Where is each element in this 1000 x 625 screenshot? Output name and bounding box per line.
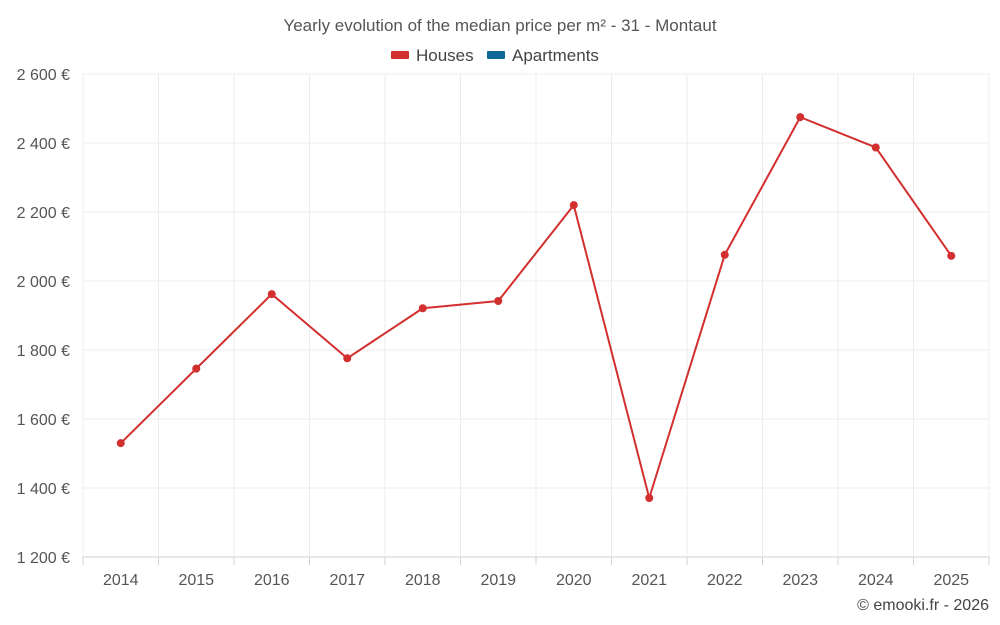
- data-point[interactable]: [192, 364, 201, 373]
- legend-item-apartments[interactable]: Apartments: [487, 46, 599, 65]
- data-point[interactable]: [267, 290, 276, 299]
- legend-label-apartments: Apartments: [512, 46, 599, 65]
- data-point[interactable]: [947, 251, 956, 260]
- data-point[interactable]: [720, 250, 729, 259]
- x-tick-label: 2018: [405, 572, 441, 589]
- credit-text: © emooki.fr - 2026: [857, 597, 989, 614]
- y-tick-label: 2 400 €: [17, 136, 70, 153]
- y-tick-label: 2 600 €: [17, 67, 70, 84]
- x-tick-label: 2016: [254, 572, 290, 589]
- data-point[interactable]: [796, 113, 805, 122]
- x-tick-label: 2025: [933, 572, 969, 589]
- x-tick-label: 2024: [858, 572, 894, 589]
- data-point[interactable]: [645, 494, 654, 503]
- y-tick-label: 1 200 €: [17, 550, 70, 567]
- x-tick-label: 2015: [178, 572, 214, 589]
- y-tick-label: 1 800 €: [17, 343, 70, 360]
- data-point[interactable]: [494, 297, 503, 306]
- x-tick-label: 2021: [631, 572, 667, 589]
- x-tick-label: 2022: [707, 572, 743, 589]
- legend: Houses Apartments: [391, 46, 599, 65]
- x-tick-label: 2014: [103, 572, 139, 589]
- legend-label-houses: Houses: [416, 46, 474, 65]
- chart-title: Yearly evolution of the median price per…: [283, 16, 716, 35]
- x-tick-label: 2020: [556, 572, 592, 589]
- x-axis: 2014 2015 2016 2017 2018 2019 2020 2021 2022 2023…: [103, 572, 969, 589]
- legend-swatch-apartments: [487, 51, 505, 59]
- legend-item-houses[interactable]: Houses: [391, 46, 474, 65]
- y-tick-label: 1 600 €: [17, 412, 70, 429]
- y-tick-label: 1 400 €: [17, 481, 70, 498]
- data-point[interactable]: [871, 143, 880, 152]
- legend-swatch-houses: [391, 51, 409, 59]
- x-tick-label: 2023: [782, 572, 818, 589]
- x-tick-label: 2019: [480, 572, 516, 589]
- data-point[interactable]: [116, 439, 125, 448]
- data-point[interactable]: [569, 201, 578, 210]
- series-layer: [116, 113, 956, 503]
- y-tick-label: 2 200 €: [17, 205, 70, 222]
- series-line-houses: [120, 116, 953, 499]
- y-tick-label: 2 000 €: [17, 274, 70, 291]
- data-point[interactable]: [418, 304, 427, 313]
- x-tick-label: 2017: [329, 572, 365, 589]
- data-point[interactable]: [343, 354, 352, 363]
- y-axis: 1 200 € 1 400 € 1 600 € 1 800 € 2 000 € 2 200…: [17, 67, 70, 567]
- grid: [82, 73, 990, 565]
